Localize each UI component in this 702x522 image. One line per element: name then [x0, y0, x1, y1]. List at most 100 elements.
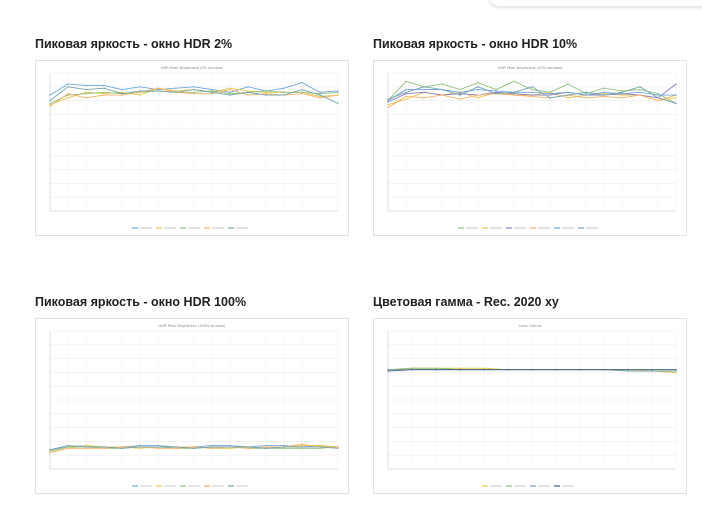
data-point	[85, 93, 87, 95]
data-point	[283, 94, 285, 96]
data-point	[139, 90, 141, 92]
chart-hdr-2: HDR Peak Brightness (2% window)	[35, 60, 349, 236]
data-point	[319, 97, 321, 99]
data-point	[337, 90, 339, 92]
data-point	[657, 99, 659, 102]
top-bar	[490, 0, 702, 6]
data-point	[657, 97, 659, 99]
data-point	[283, 447, 285, 449]
data-point	[301, 91, 303, 94]
data-point	[513, 94, 515, 96]
chart-svg: HDR Peak Brightness (10% window)	[387, 66, 677, 229]
data-point	[85, 88, 87, 91]
data-point	[157, 87, 159, 89]
data-point	[157, 446, 159, 448]
data-point	[193, 447, 195, 449]
data-point	[567, 83, 569, 85]
data-point	[495, 93, 497, 95]
chart-title: HDR Peak Brightness (100% window)	[159, 324, 227, 328]
data-point	[103, 447, 105, 449]
legend-label	[586, 227, 598, 229]
data-point	[411, 367, 413, 369]
data-point	[405, 95, 407, 98]
data-point	[85, 97, 87, 99]
section-hdr-100: Пиковая яркость - окно HDR 100% HDR Peak…	[35, 294, 355, 494]
chart-title: HDR Peak Brightness (2% window)	[161, 66, 224, 70]
data-point	[319, 447, 321, 449]
data-point	[175, 90, 177, 92]
data-point	[651, 370, 653, 372]
legend-label	[514, 485, 526, 487]
data-point	[531, 94, 533, 96]
data-point	[103, 84, 105, 87]
legend-label	[212, 227, 224, 229]
data-point	[211, 447, 213, 449]
data-point	[627, 370, 629, 372]
data-point	[621, 91, 623, 94]
data-point	[301, 81, 303, 84]
data-point	[459, 98, 461, 100]
chart-svg: HDR Peak Brightness (100% window)	[49, 324, 339, 487]
data-point	[387, 368, 389, 371]
legend-label	[466, 227, 478, 229]
data-point	[67, 93, 69, 95]
data-point	[387, 104, 389, 106]
data-point	[193, 93, 195, 95]
chart-svg: Color Gamut	[387, 324, 677, 487]
data-point	[319, 444, 321, 447]
data-point	[423, 91, 425, 94]
data-point	[405, 93, 407, 95]
data-point	[103, 93, 105, 95]
data-point	[423, 86, 425, 88]
data-point	[567, 94, 569, 96]
data-point	[639, 91, 641, 94]
data-point	[549, 94, 551, 96]
data-point	[603, 91, 605, 94]
data-point	[121, 446, 123, 448]
data-point	[621, 93, 623, 95]
data-point	[675, 83, 677, 85]
data-point	[103, 87, 105, 89]
data-point	[477, 94, 479, 96]
data-point	[337, 446, 339, 448]
data-point	[603, 368, 605, 371]
data-point	[85, 444, 87, 447]
data-point	[387, 99, 389, 102]
data-point	[387, 101, 389, 103]
data-point	[387, 370, 389, 372]
data-point	[229, 93, 231, 95]
data-point	[103, 94, 105, 96]
data-point	[67, 86, 69, 88]
chart-hdr-10: HDR Peak Brightness (10% window)	[373, 60, 687, 236]
data-point	[585, 97, 587, 99]
data-point	[157, 444, 159, 447]
data-point	[247, 447, 249, 449]
data-point	[193, 86, 195, 88]
data-point	[477, 97, 479, 99]
data-point	[405, 88, 407, 91]
data-point	[405, 98, 407, 100]
data-point	[435, 368, 437, 371]
data-point	[49, 448, 51, 451]
data-point	[531, 86, 533, 88]
data-point	[459, 91, 461, 94]
data-point	[175, 91, 177, 94]
data-point	[603, 87, 605, 89]
data-point	[139, 447, 141, 449]
legend-label	[562, 485, 574, 487]
data-point	[121, 447, 123, 449]
data-point	[157, 447, 159, 449]
data-point	[319, 95, 321, 98]
data-point	[265, 444, 267, 447]
data-point	[139, 91, 141, 94]
data-point	[193, 446, 195, 448]
data-point	[229, 447, 231, 449]
legend-label	[188, 485, 200, 487]
data-point	[483, 368, 485, 371]
legend-label	[140, 485, 152, 487]
data-point	[67, 446, 69, 448]
data-point	[121, 94, 123, 96]
data-point	[477, 81, 479, 84]
data-point	[139, 86, 141, 88]
data-point	[513, 80, 515, 82]
